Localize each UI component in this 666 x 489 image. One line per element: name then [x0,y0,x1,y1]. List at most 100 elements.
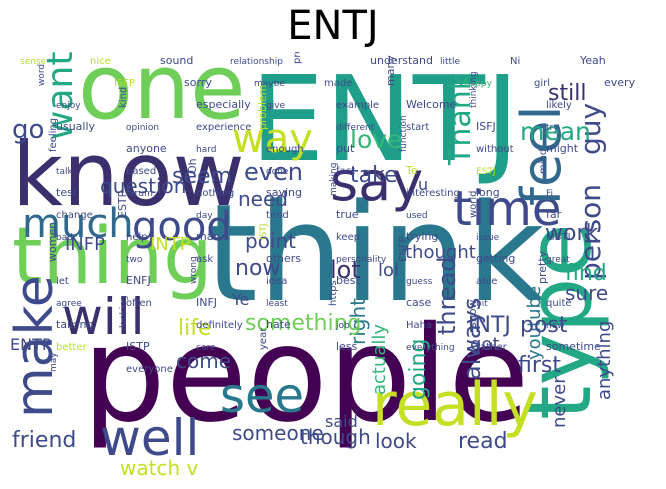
cloud-word: way [232,116,313,162]
cloud-word: happy [464,79,493,89]
cloud-word: year [258,327,269,350]
cloud-word: ISTJ [259,223,269,240]
cloud-word: type [508,223,611,420]
cloud-word: even [244,158,303,186]
cloud-word: post [520,313,568,338]
cloud-word: ENFP [398,236,409,262]
cloud-word: go [12,115,44,145]
cloud-word: done [266,167,289,177]
cloud-word: issue [476,233,500,243]
cloud-word: keep [336,232,360,243]
cloud-word: need [238,187,288,211]
cloud-word: know [12,123,245,226]
cloud-word: got [470,334,500,355]
cloud-word: change [56,210,93,221]
cloud-word: show [466,300,479,328]
cloud-word: mind [538,149,549,174]
cloud-word: relationship [230,57,283,67]
cloud-word: every [604,76,636,89]
cloud-word: especially [196,98,251,111]
cloud-word: want [40,52,81,140]
cloud-word: INFJ [196,296,217,309]
cloud-word: ENTJ [250,52,520,188]
cloud-word: personality [336,255,387,265]
cloud-word: Thank [443,72,478,166]
cloud-word: man [196,230,220,243]
cloud-word: make [10,275,65,418]
cloud-word: day [196,211,213,221]
cloud-word: girl [534,78,550,89]
cloud-word: getting [476,252,515,265]
cloud-word: care [196,343,216,353]
cloud-word: u [418,175,428,194]
cloud-word: see [220,368,304,424]
cloud-word: far [546,208,562,221]
cloud-word: kind [118,87,129,108]
cloud-word: lot [330,256,361,284]
cloud-word: may [49,352,59,372]
cloud-word: sense [20,57,47,67]
cloud-word: others [266,252,301,265]
cloud-word: tend [266,210,289,221]
cloud-word: mean [520,117,591,146]
cloud-word: example [336,100,379,111]
cloud-word: try [546,123,559,133]
cloud-word: always [458,298,486,380]
cloud-word: Ni [510,56,520,67]
cloud-word: world [468,190,479,218]
cloud-word: rather [476,342,508,353]
cloud-word: case [406,296,432,309]
cloud-word: sound [160,54,193,67]
cloud-word: still [548,81,586,106]
cloud-word: right [346,298,370,345]
cloud-word: never [549,376,570,428]
cloud-word: usually [56,120,96,133]
cloud-word: trying [406,230,438,243]
cloud-word: watch v [120,456,198,480]
cloud-word: think [205,175,545,332]
cloud-word: INFP [65,234,105,255]
cloud-word: bit [476,299,488,309]
cloud-word: enough [266,144,304,155]
cloud-word: thought [405,242,476,263]
cloud-word: https [328,280,339,306]
cloud-word: one [78,52,245,140]
cloud-word: feeling [48,118,59,152]
cloud-word: ask [196,254,213,265]
cloud-word: come [176,349,231,373]
cloud-word: feel [510,106,573,206]
cloud-word: probably [292,52,303,64]
cloud-word: Fi [546,189,553,199]
cloud-word: life [178,316,212,341]
cloud-word: lol [378,260,399,281]
cloud-word: sometime [546,340,601,353]
cloud-word: thing [12,212,213,302]
cloud-word: find [565,261,607,286]
word-cloud: people think ENTJ one know thing type really say… [10,52,666,482]
cloud-word: say [330,150,423,213]
cloud-word: talking [56,318,94,331]
cloud-word: love [350,125,402,154]
cloud-word: word [37,64,47,86]
cloud-word: ENFJ [126,274,151,287]
cloud-word: take [350,163,398,188]
cloud-word: two [126,255,143,265]
cloud-word: point [245,229,296,253]
cloud-word: seem [172,164,232,189]
cloud-word: little [440,57,461,67]
cloud-word: looking [119,295,129,328]
cloud-word: based [126,166,156,177]
cloud-word: nice [90,56,111,67]
cloud-word: maybe [254,79,285,89]
cloud-word: many [384,55,397,86]
cloud-word: actually [369,324,390,395]
cloud-word: Yeah [579,54,606,67]
cloud-word: opinion [126,123,159,133]
cloud-word: idea [266,276,287,287]
page-title: ENTJ [287,3,379,49]
cloud-word: without [476,144,514,155]
cloud-word: people [82,298,529,452]
cloud-word: test [56,186,78,199]
cloud-word: something [245,311,361,336]
cloud-word: work [545,221,598,246]
